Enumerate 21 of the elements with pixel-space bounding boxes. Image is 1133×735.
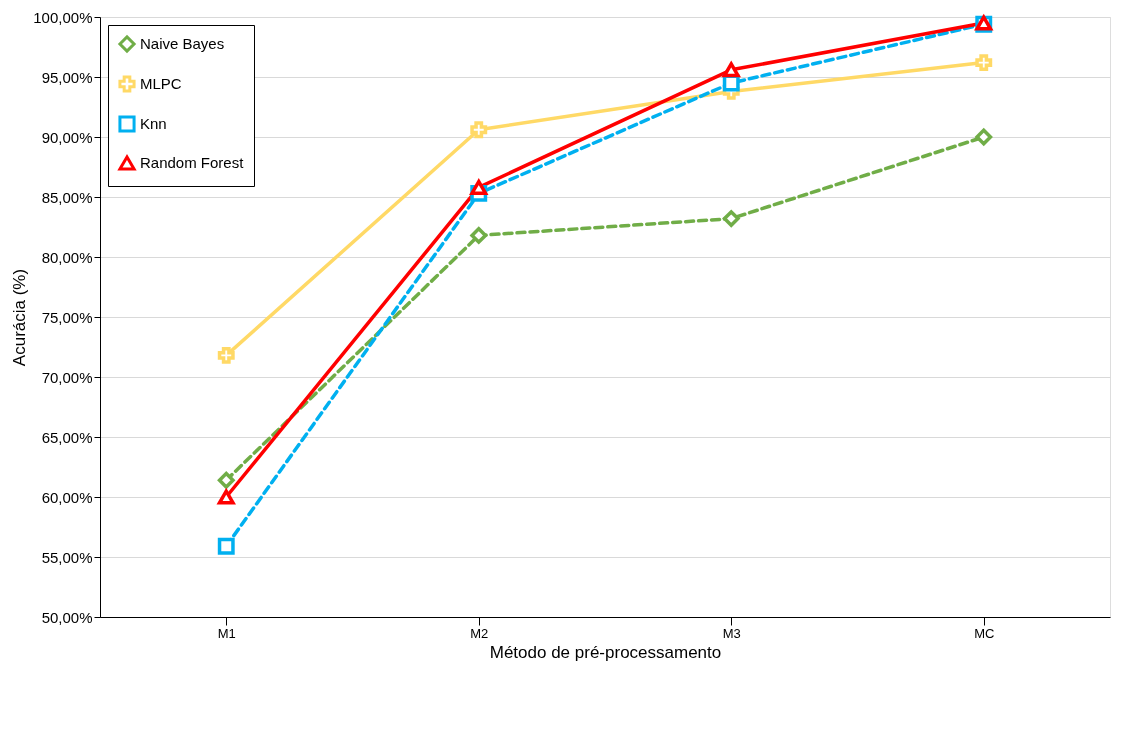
legend-label: MLPC (140, 75, 182, 92)
x-tick-label: MC (974, 625, 995, 641)
x-axis-title: Método de pré-processamento (489, 642, 722, 662)
legend-label: Knn (140, 115, 167, 132)
y-tick-label: 65,00% (41, 428, 93, 446)
y-tick-label: 90,00% (41, 128, 93, 146)
y-tick-label: 95,00% (41, 68, 93, 86)
y-axis-title: Acurácia (%) (10, 268, 30, 367)
y-tick-label: 85,00% (41, 188, 93, 206)
y-tick-label: 55,00% (41, 548, 93, 566)
y-tick-label: 50,00% (41, 608, 93, 626)
legend-label: Random Forest (140, 154, 245, 171)
y-tick-label: 75,00% (41, 308, 93, 326)
y-tick-label: 60,00% (41, 488, 93, 506)
y-tick-label: 80,00% (41, 248, 93, 266)
x-tick-label: M1 (217, 625, 236, 641)
legend-label: Naive Bayes (140, 35, 225, 52)
x-tick-label: M3 (722, 625, 741, 641)
y-tick-label: 70,00% (41, 368, 93, 386)
x-tick-label: M2 (470, 625, 489, 641)
y-tick-label: 100,00% (33, 8, 93, 26)
